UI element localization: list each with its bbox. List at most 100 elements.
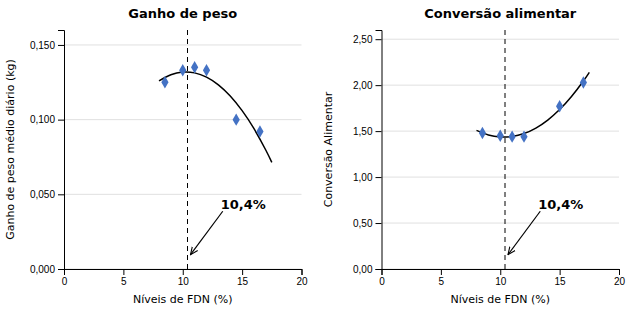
axis-line	[376, 31, 383, 270]
tick-mark	[500, 269, 501, 275]
point	[256, 125, 263, 137]
tick-mark	[376, 223, 382, 224]
plot-area	[477, 30, 590, 269]
figure: 051015200,0000,0500,1000,15010,4%Ganho d…	[0, 0, 635, 311]
tick: 0	[379, 269, 385, 287]
point	[479, 127, 486, 139]
annotation: 10,4%	[221, 197, 266, 212]
tick-mark	[58, 194, 64, 195]
tick-label: 0,000	[30, 264, 55, 275]
tick-label: 10	[495, 276, 507, 287]
tick: 0,00	[353, 264, 381, 275]
point	[520, 130, 527, 142]
tick: 0,150	[30, 40, 64, 51]
annotation-arrow	[191, 211, 223, 254]
point	[233, 113, 240, 125]
annotation-arrow	[508, 211, 540, 254]
grid-line	[382, 39, 620, 40]
tick: 0,000	[30, 264, 64, 275]
point	[203, 64, 210, 76]
tick-label: 0,150	[30, 40, 55, 51]
tick-label: 15	[237, 276, 249, 287]
title: Ganho de peso	[128, 6, 237, 21]
point	[179, 64, 186, 76]
tick: 15	[555, 269, 567, 287]
tick-mark	[123, 269, 124, 275]
tick-mark	[376, 269, 382, 270]
tick-label: 0,100	[30, 114, 55, 125]
x-axis-title: Níveis de FDN (%)	[133, 293, 233, 306]
tick-mark	[302, 269, 303, 275]
tick-label: 5	[439, 276, 445, 287]
tick: 1,50	[353, 126, 381, 137]
tick: 0,050	[30, 189, 64, 200]
title: Conversão alimentar	[424, 6, 577, 21]
tick-label: 0	[62, 276, 68, 287]
tick: 5	[439, 269, 445, 287]
y-axis: 0,00 0,50 1,00 1,50 2,00 2,50	[353, 31, 382, 275]
reference-line	[505, 30, 506, 269]
plot-area	[159, 30, 272, 269]
tick: 5	[121, 269, 127, 287]
tick: 15	[237, 269, 249, 287]
tick-label: 20	[614, 276, 626, 287]
tick-mark	[58, 120, 64, 121]
grid-line	[64, 119, 302, 120]
point	[191, 61, 198, 73]
tick: 2,00	[353, 80, 381, 91]
tick-mark	[619, 269, 620, 275]
tick: 10	[178, 269, 190, 287]
grid	[382, 39, 620, 269]
annotation: 10,4%	[538, 197, 583, 212]
tick-mark	[242, 269, 243, 275]
tick-label: 5	[121, 276, 127, 287]
tick-label: 1,50	[353, 126, 373, 137]
axis-line	[58, 31, 65, 270]
tick-label: 0	[379, 276, 385, 287]
tick: 0,100	[30, 114, 64, 125]
y-axis-title: Ganho de peso médio diário (kg)	[4, 59, 17, 240]
tick-mark	[376, 131, 382, 132]
tick: 0	[62, 269, 68, 287]
y-axis: 0,000 0,050 0,100 0,150	[30, 31, 65, 275]
tick-label: 10	[178, 276, 190, 287]
grid-line	[382, 177, 620, 178]
point	[556, 100, 563, 112]
y-axis-title: Conversão Alimentar	[322, 91, 335, 207]
x-axis: 0 5 10 15 20	[379, 269, 625, 287]
fit-line	[477, 72, 590, 137]
tick-label: 20	[296, 276, 308, 287]
tick-mark	[376, 39, 382, 40]
point	[161, 76, 168, 88]
x-axis: 0 5 10 15 20	[62, 269, 308, 287]
tick-label: 2,00	[353, 80, 373, 91]
point	[580, 76, 587, 88]
tick-label: 0,00	[353, 264, 373, 275]
tick: 20	[614, 269, 626, 287]
tick-label: 0,050	[30, 189, 55, 200]
tick-mark	[560, 269, 561, 275]
tick-mark	[376, 85, 382, 86]
tick-label: 0,50	[353, 218, 373, 229]
tick-mark	[183, 269, 184, 275]
tick: 2,50	[353, 34, 381, 45]
tick-mark	[441, 269, 442, 275]
axis-line	[382, 270, 620, 276]
tick-mark	[376, 177, 382, 178]
x-axis-title: Níveis de FDN (%)	[450, 293, 550, 306]
panel: 0 5 10 15 20 0,000 0,050 0,100 0,150 10,4% Ganho d…	[4, 6, 308, 306]
tick: 1,00	[353, 172, 381, 183]
grid	[64, 45, 302, 269]
tick-label: 1,00	[353, 172, 373, 183]
tick-mark	[58, 45, 64, 46]
tick: 0,50	[353, 218, 381, 229]
point	[509, 130, 516, 142]
panel: 0 5 10 15 20 0,00 0,50 1,00 1,50 2,00 2,50 10,4% Con…	[322, 6, 626, 306]
fit-line	[159, 72, 272, 162]
grid-line	[64, 194, 302, 195]
tick-label: 2,50	[353, 34, 373, 45]
grid-line	[64, 44, 302, 45]
point	[497, 129, 504, 141]
tick: 20	[296, 269, 308, 287]
tick: 10	[495, 269, 507, 287]
